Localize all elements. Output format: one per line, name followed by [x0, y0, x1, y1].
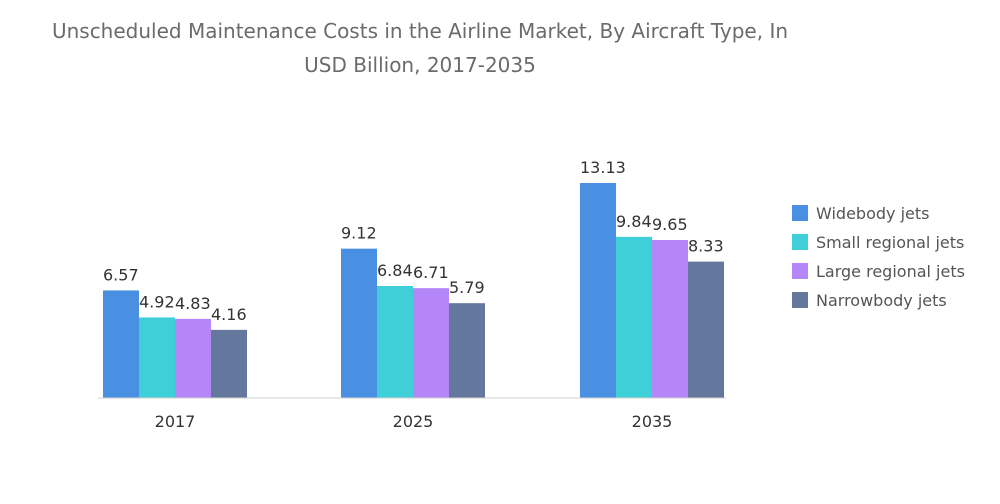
legend-label-widebody-jets: Widebody jets: [816, 204, 929, 223]
bar-2017-narrowbody-jets: [211, 329, 247, 398]
x-tick-label-2025: 2025: [393, 412, 434, 431]
bar-2035-narrowbody-jets: [688, 261, 724, 398]
bar-2017-large-regional-jets: [175, 318, 211, 398]
value-label-2035-small-regional-jets: 9.84: [616, 212, 652, 231]
value-label-2025-small-regional-jets: 6.84: [377, 261, 413, 280]
value-label-2035-widebody-jets: 13.13: [580, 158, 626, 177]
legend-label-small-regional-jets: Small regional jets: [816, 233, 964, 252]
bar-2025-large-regional-jets: [413, 288, 449, 398]
x-tick-labels-layer: 2017 2025 2035: [155, 412, 673, 431]
x-tick-label-2035: 2035: [632, 412, 673, 431]
bar-2017-small-regional-jets: [139, 317, 175, 398]
value-labels-layer: 6.574.92 4.834.16 9.126.84 6.715.79 13.13 9.8…: [103, 158, 724, 324]
value-label-2035-narrowbody-jets: 8.33: [688, 237, 724, 256]
legend-label-narrowbody-jets: Narrowbody jets: [816, 291, 947, 310]
legend-swatch-narrowbody-jets: [792, 292, 808, 308]
bar-2035-small-regional-jets: [616, 236, 652, 398]
value-label-2025-large-regional-jets: 6.71: [413, 263, 449, 282]
value-label-2017-large-regional-jets: 4.83: [175, 294, 211, 313]
value-label-2025-narrowbody-jets: 5.79: [449, 278, 485, 297]
bar-2035-widebody-jets: [580, 183, 616, 398]
bar-2025-widebody-jets: [341, 248, 377, 398]
legend-swatch-small-regional-jets: [792, 234, 808, 250]
legend-swatch-large-regional-jets: [792, 263, 808, 279]
bar-2035-large-regional-jets: [652, 239, 688, 398]
bar-2025-narrowbody-jets: [449, 303, 485, 398]
value-label-2017-narrowbody-jets: 4.16: [211, 305, 247, 324]
legend-label-large-regional-jets: Large regional jets: [816, 262, 965, 281]
legend: Widebody jets Small regional jets Large re…: [792, 204, 965, 310]
chart-title: Unscheduled Maintenance Costs in the Air…: [51, 19, 789, 77]
legend-swatch-widebody-jets: [792, 205, 808, 221]
value-label-2025-widebody-jets: 9.12: [341, 224, 377, 243]
value-label-2017-widebody-jets: 6.57: [103, 265, 139, 284]
value-label-2017-small-regional-jets: 4.92: [139, 292, 175, 311]
bar-2017-widebody-jets: [103, 290, 139, 398]
value-label-2035-large-regional-jets: 9.65: [652, 215, 688, 234]
bar-2025-small-regional-jets: [377, 285, 413, 398]
bars-layer: [103, 183, 724, 398]
x-tick-label-2017: 2017: [155, 412, 196, 431]
